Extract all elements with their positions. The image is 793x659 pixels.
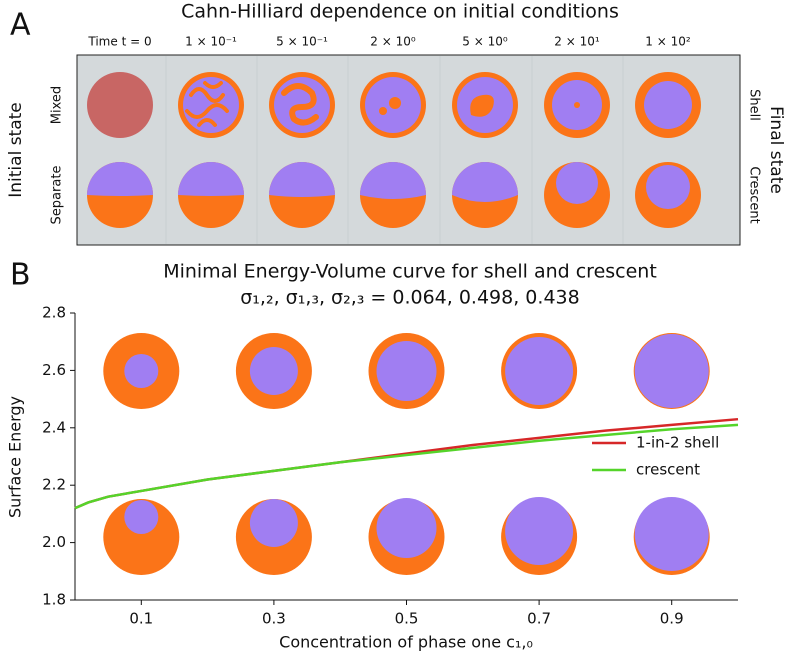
droplet: [470, 94, 494, 117]
inset-shell-core: [505, 337, 574, 405]
phase: [644, 81, 692, 129]
x-tick-label: 0.3: [262, 610, 286, 628]
y-tick-label: 2.8: [42, 304, 66, 322]
panel-title: Cahn-Hilliard dependence on initial cond…: [181, 1, 619, 23]
phase: [269, 162, 335, 197]
inset-crescent-core: [376, 498, 437, 558]
phase: [178, 162, 244, 196]
series-line: [74, 423, 739, 510]
column-label: 1 × 10²: [645, 35, 691, 49]
phase: [360, 162, 426, 199]
row-label: Mixed: [50, 86, 65, 124]
y-tick-label: 1.8: [42, 591, 66, 609]
left-label: Initial state: [6, 102, 26, 198]
inset-crescent: [103, 499, 180, 575]
row-label: Separate: [50, 166, 65, 225]
droplet: [574, 102, 580, 108]
y-tick-label: 2.4: [42, 418, 66, 436]
inset-shell-core: [634, 334, 709, 408]
x-tick-label: 0.5: [395, 610, 419, 628]
y-axis-label: Surface Energy: [6, 396, 25, 518]
column-label: 5 × 10⁻¹: [276, 35, 328, 49]
droplet: [389, 97, 401, 109]
column-label: 5 × 10⁰: [462, 35, 508, 49]
y-tick-label: 2.0: [42, 533, 66, 551]
y-tick-label: 2.2: [42, 476, 66, 494]
column-label: 1 × 10⁻¹: [185, 35, 237, 49]
phase-pattern: [185, 81, 229, 127]
phase: [87, 162, 153, 196]
y-tick-label: 2.6: [42, 361, 66, 379]
phase-pattern: [281, 83, 319, 126]
x-axis-label: Concentration of phase one c₁,₀: [279, 633, 533, 652]
inset-crescent-core: [505, 497, 574, 565]
phase: [452, 162, 518, 202]
right-row-label: Shell: [747, 89, 762, 121]
right-row-label: Crescent: [747, 166, 762, 223]
inset-crescent-core: [634, 497, 709, 571]
legend-label: crescent: [636, 461, 700, 479]
legend-label: 1-in-2 shell: [636, 434, 719, 452]
inset-shell-core: [376, 341, 437, 401]
column-label: Time t = 0: [87, 35, 151, 49]
column-label: 2 × 10⁰: [370, 35, 416, 49]
snapshot: [87, 72, 153, 138]
chart-subtitle: σ₁,₂, σ₁,₃, σ₂,₃ = 0.064, 0.498, 0.438: [240, 287, 579, 309]
panel-label: B: [10, 258, 31, 293]
x-tick-label: 0.9: [660, 610, 684, 628]
x-tick-label: 0.7: [527, 610, 551, 628]
inset-crescent-core: [249, 499, 298, 547]
x-tick-label: 0.1: [129, 610, 153, 628]
inset-crescent-core: [124, 500, 159, 534]
inset-shell-core: [124, 354, 159, 388]
panel-label: A: [10, 8, 31, 43]
inset-shell-core: [249, 347, 298, 395]
chart-title: Minimal Energy-Volume curve for shell an…: [163, 261, 657, 283]
right-label: Final state: [766, 106, 786, 194]
phase: [646, 165, 690, 209]
droplet: [379, 107, 387, 115]
phase: [556, 162, 598, 204]
column-label: 2 × 10¹: [554, 35, 600, 49]
